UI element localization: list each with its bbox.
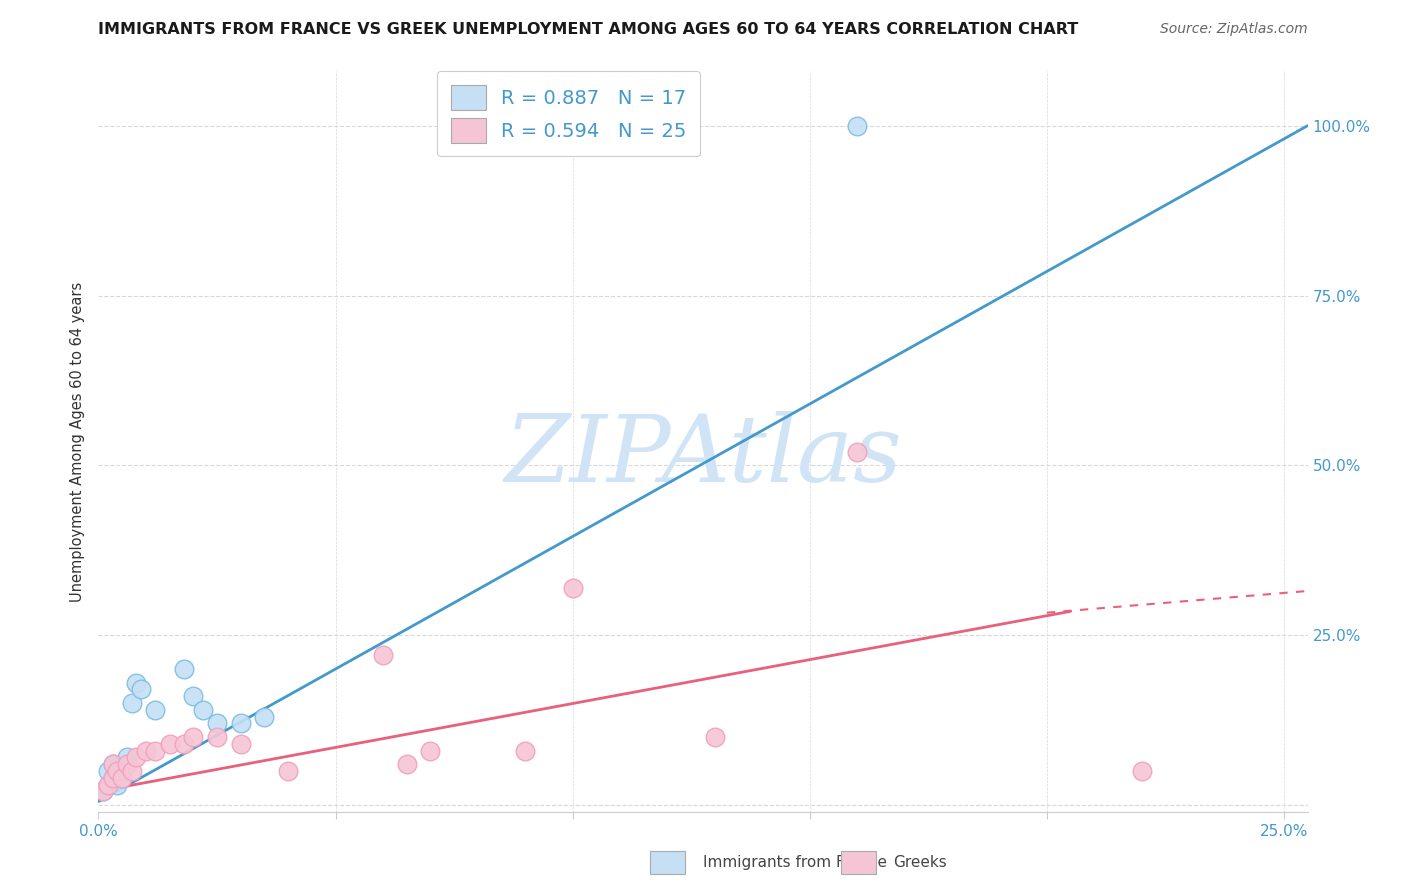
Point (91, 784, 114, 798)
Point (561, 581, 583, 595)
Point (129, 682, 152, 697)
Point (205, 716, 228, 731)
Point (125, 675, 148, 690)
Point (181, 730, 204, 744)
Point (173, 737, 195, 751)
Point (173, 662, 195, 676)
Point (143, 743, 166, 757)
Point (135, 743, 157, 757)
Point (121, 696, 143, 710)
Y-axis label: Unemployment Among Ages 60 to 64 years: Unemployment Among Ages 60 to 64 years (70, 281, 86, 602)
Point (115, 757, 138, 772)
Point (159, 737, 181, 751)
Point (101, 771, 124, 785)
Point (229, 737, 252, 751)
Point (105, 764, 128, 778)
Point (97, 764, 120, 778)
Point (395, 757, 418, 772)
Point (91, 784, 114, 798)
Point (277, 764, 299, 778)
Point (846, 444, 869, 458)
Point (229, 716, 252, 731)
Point (143, 703, 166, 717)
Text: IMMIGRANTS FROM FRANCE VS GREEK UNEMPLOYMENT AMONG AGES 60 TO 64 YEARS CORRELATI: IMMIGRANTS FROM FRANCE VS GREEK UNEMPLOY… (98, 22, 1078, 37)
Point (105, 764, 128, 778)
Point (1130, 764, 1153, 778)
Point (181, 690, 204, 704)
Point (205, 730, 228, 744)
Point (125, 750, 148, 764)
Point (111, 771, 134, 785)
Point (121, 764, 143, 778)
Point (97, 778, 120, 792)
Point (703, 730, 725, 744)
Point (101, 757, 124, 772)
Point (253, 709, 276, 723)
Text: Source: ZipAtlas.com: Source: ZipAtlas.com (1160, 22, 1308, 37)
Point (191, 703, 214, 717)
Legend: R = 0.887   N = 17, R = 0.594   N = 25: R = 0.887 N = 17, R = 0.594 N = 25 (437, 71, 700, 156)
Point (105, 778, 128, 792)
Text: ZIPAtlas: ZIPAtlas (505, 411, 901, 501)
Point (846, 119, 869, 133)
Text: Immigrants from France: Immigrants from France (703, 855, 887, 870)
Point (371, 648, 394, 663)
Point (111, 771, 134, 785)
Point (419, 743, 441, 757)
Text: Greeks: Greeks (893, 855, 946, 870)
Point (101, 757, 124, 772)
Point (101, 771, 124, 785)
Point (115, 750, 138, 764)
Point (97, 778, 120, 792)
Point (515, 743, 537, 757)
